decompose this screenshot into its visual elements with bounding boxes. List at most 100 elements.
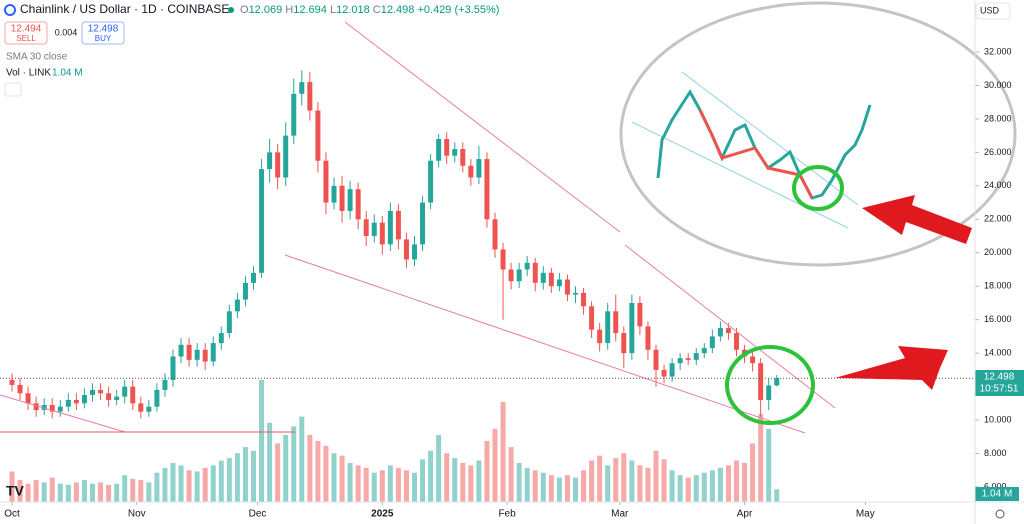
candle-body bbox=[758, 363, 764, 400]
volume-bar bbox=[661, 459, 667, 502]
volume-bar bbox=[701, 472, 707, 502]
volume-bar bbox=[436, 434, 442, 502]
candle-body bbox=[210, 343, 216, 362]
ohlc-label: H bbox=[285, 4, 293, 16]
volume-bar bbox=[540, 472, 546, 502]
buy-label[interactable]: BUY bbox=[95, 34, 112, 43]
candle-body bbox=[114, 396, 120, 400]
volume-bar bbox=[33, 480, 39, 502]
volume-bar bbox=[444, 453, 450, 502]
candle-body bbox=[41, 405, 47, 411]
volume-bar bbox=[114, 483, 120, 502]
candle-body bbox=[178, 344, 184, 357]
candle-body bbox=[725, 328, 731, 334]
title: Chainlink / US Dollar · 1D · COINBASE bbox=[20, 2, 229, 16]
sell-label[interactable]: SELL bbox=[16, 34, 36, 43]
sell-price[interactable]: 12.494 bbox=[11, 24, 42, 35]
x-tick-label: Feb bbox=[498, 509, 516, 520]
candle-body bbox=[339, 185, 345, 211]
y-tick-label: 18.000 bbox=[984, 281, 1012, 291]
candle-body bbox=[259, 169, 265, 273]
candle-body bbox=[347, 189, 353, 211]
volume-bar bbox=[315, 441, 321, 502]
volume-bar bbox=[420, 459, 426, 502]
collapse-button[interactable] bbox=[4, 82, 22, 97]
volume-bar bbox=[597, 455, 603, 502]
volume-bar bbox=[9, 471, 15, 502]
arrow bbox=[862, 195, 972, 244]
y-tick-label: 14.000 bbox=[984, 348, 1012, 358]
change: +0.429 (+3.55%) bbox=[417, 4, 499, 16]
volume-bar bbox=[73, 482, 79, 502]
volume-bar bbox=[709, 470, 715, 502]
volume-bar bbox=[758, 414, 764, 502]
candle-body bbox=[734, 333, 739, 350]
y-tick-label: 26.000 bbox=[984, 147, 1012, 157]
candle-body bbox=[444, 138, 450, 156]
volume-bar bbox=[331, 453, 337, 502]
volume-bar bbox=[581, 470, 587, 502]
candle-body bbox=[283, 135, 289, 178]
candle-body bbox=[307, 82, 313, 111]
candle-body bbox=[98, 389, 104, 394]
logo: TV bbox=[6, 483, 25, 499]
countdown: 10:57:51 bbox=[980, 384, 1019, 395]
volume-bar bbox=[138, 480, 144, 502]
candle-body bbox=[202, 349, 208, 362]
volume-bar bbox=[460, 462, 466, 502]
volume-bar bbox=[629, 460, 635, 502]
candle-body bbox=[73, 399, 79, 404]
x-tick-label: Nov bbox=[128, 509, 146, 520]
candle-body bbox=[226, 311, 232, 334]
candle-body bbox=[460, 149, 466, 166]
candle-body bbox=[693, 353, 699, 360]
volume-bar bbox=[774, 489, 780, 502]
candle-body bbox=[766, 385, 772, 400]
buy-price[interactable]: 12.498 bbox=[88, 24, 119, 35]
candle-body bbox=[605, 311, 611, 344]
volume-bar bbox=[508, 447, 514, 502]
candle-body bbox=[218, 333, 224, 344]
volume-bar bbox=[81, 480, 87, 502]
y-tick-label: 30.000 bbox=[984, 80, 1012, 90]
trend-lines bbox=[0, 21, 836, 434]
volume-bar bbox=[766, 428, 772, 502]
price-label-box bbox=[975, 370, 1024, 396]
candle-body bbox=[299, 82, 305, 94]
candle-body bbox=[412, 244, 417, 260]
currency-button[interactable] bbox=[975, 2, 1011, 20]
volume-bar bbox=[49, 477, 55, 502]
arrow bbox=[835, 346, 948, 390]
candle-body bbox=[516, 269, 522, 282]
candle-body bbox=[33, 403, 39, 411]
candle-body bbox=[653, 349, 659, 370]
volume-bar bbox=[492, 428, 498, 502]
candle-body bbox=[122, 386, 128, 397]
candle-body bbox=[387, 210, 393, 245]
volume-pane bbox=[9, 380, 780, 502]
candle-body bbox=[162, 379, 168, 390]
candle-body bbox=[701, 348, 707, 354]
currency[interactable]: USD bbox=[980, 5, 1000, 15]
volume-bar bbox=[605, 465, 611, 502]
volume-bar bbox=[162, 467, 168, 502]
sell-button[interactable] bbox=[4, 21, 48, 45]
volume-bar bbox=[685, 477, 691, 502]
buy-button[interactable] bbox=[81, 21, 125, 45]
highlight-circle bbox=[725, 345, 815, 425]
volume-bar bbox=[275, 443, 281, 502]
candle-body bbox=[251, 272, 256, 283]
volume-title: Vol · LINK bbox=[6, 68, 51, 79]
volume-bar bbox=[267, 422, 273, 502]
volume-bar bbox=[146, 482, 152, 502]
candle-body bbox=[581, 292, 587, 307]
settings-icon[interactable] bbox=[995, 509, 1005, 519]
volume-bar bbox=[355, 465, 361, 502]
volume-bar bbox=[468, 465, 474, 502]
volume-bar bbox=[218, 460, 224, 502]
candle-body bbox=[476, 159, 482, 178]
volume-bar bbox=[693, 475, 699, 502]
volume-bar bbox=[17, 480, 23, 502]
volume-bar bbox=[750, 443, 756, 502]
